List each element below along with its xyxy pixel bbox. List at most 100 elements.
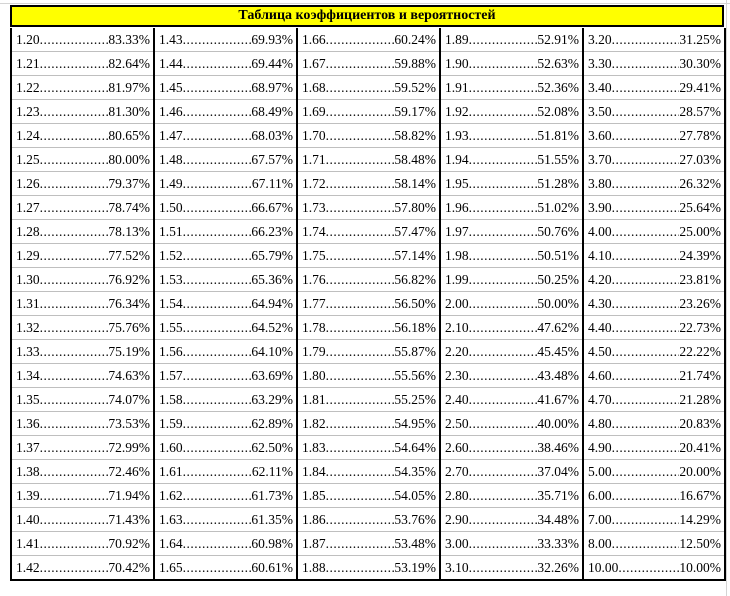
table-cell[interactable]: 1.65 60.61% <box>153 555 298 582</box>
table-cell[interactable]: 4.90 20.41% <box>582 435 726 461</box>
table-cell[interactable]: 1.29 77.52% <box>10 243 155 269</box>
table-cell[interactable]: 1.83 54.64% <box>296 435 441 461</box>
table-cell[interactable]: 1.69 59.17% <box>296 99 441 125</box>
table-cell[interactable]: 4.60 21.74% <box>582 363 726 389</box>
table-cell[interactable]: 1.54 64.94% <box>153 291 298 317</box>
table-cell[interactable]: 1.70 58.82% <box>296 123 441 149</box>
table-cell[interactable]: 1.58 63.29% <box>153 387 298 413</box>
table-cell[interactable]: 1.73 57.80% <box>296 195 441 221</box>
table-cell[interactable]: 1.47 68.03% <box>153 123 298 149</box>
table-cell[interactable]: 1.48 67.57% <box>153 147 298 173</box>
table-cell[interactable]: 2.90 34.48% <box>439 507 584 533</box>
table-cell[interactable]: 6.00 16.67% <box>582 483 726 509</box>
table-cell[interactable]: 1.45 68.97% <box>153 75 298 101</box>
table-cell[interactable]: 7.00 14.29% <box>582 507 726 533</box>
table-cell[interactable]: 4.20 23.81% <box>582 267 726 293</box>
table-cell[interactable]: 1.37 72.99% <box>10 435 155 461</box>
table-cell[interactable]: 1.89 52.91% <box>439 28 584 53</box>
table-cell[interactable]: 8.00 12.50% <box>582 531 726 557</box>
table-cell[interactable]: 1.24 80.65% <box>10 123 155 149</box>
table-cell[interactable]: 1.77 56.50% <box>296 291 441 317</box>
table-cell[interactable]: 2.20 45.45% <box>439 339 584 365</box>
table-cell[interactable]: 4.00 25.00% <box>582 219 726 245</box>
table-cell[interactable]: 1.71 58.48% <box>296 147 441 173</box>
table-cell[interactable]: 1.43 69.93% <box>153 28 298 53</box>
table-cell[interactable]: 2.50 40.00% <box>439 411 584 437</box>
table-cell[interactable]: 1.21 82.64% <box>10 51 155 77</box>
table-cell[interactable]: 2.30 43.48% <box>439 363 584 389</box>
table-cell[interactable]: 1.36 73.53% <box>10 411 155 437</box>
table-cell[interactable]: 1.60 62.50% <box>153 435 298 461</box>
table-cell[interactable]: 1.66 60.24% <box>296 28 441 53</box>
table-cell[interactable]: 10.00 10.00% <box>582 555 726 582</box>
table-cell[interactable]: 1.57 63.69% <box>153 363 298 389</box>
table-cell[interactable]: 1.84 54.35% <box>296 459 441 485</box>
table-cell[interactable]: 1.81 55.25% <box>296 387 441 413</box>
table-cell[interactable]: 3.20 31.25% <box>582 28 726 53</box>
table-cell[interactable]: 1.49 67.11% <box>153 171 298 197</box>
table-cell[interactable]: 1.86 53.76% <box>296 507 441 533</box>
table-cell[interactable]: 1.51 66.23% <box>153 219 298 245</box>
table-cell[interactable]: 1.97 50.76% <box>439 219 584 245</box>
table-cell[interactable]: 1.30 76.92% <box>10 267 155 293</box>
table-cell[interactable]: 1.82 54.95% <box>296 411 441 437</box>
table-cell[interactable]: 1.93 51.81% <box>439 123 584 149</box>
table-cell[interactable]: 1.28 78.13% <box>10 219 155 245</box>
table-cell[interactable]: 1.53 65.36% <box>153 267 298 293</box>
table-cell[interactable]: 1.56 64.10% <box>153 339 298 365</box>
table-cell[interactable]: 1.85 54.05% <box>296 483 441 509</box>
table-cell[interactable]: 3.50 28.57% <box>582 99 726 125</box>
table-cell[interactable]: 1.40 71.43% <box>10 507 155 533</box>
table-cell[interactable]: 3.00 33.33% <box>439 531 584 557</box>
table-cell[interactable]: 2.40 41.67% <box>439 387 584 413</box>
table-cell[interactable]: 1.22 81.97% <box>10 75 155 101</box>
table-cell[interactable]: 2.00 50.00% <box>439 291 584 317</box>
table-cell[interactable]: 4.80 20.83% <box>582 411 726 437</box>
table-cell[interactable]: 1.99 50.25% <box>439 267 584 293</box>
table-cell[interactable]: 1.94 51.55% <box>439 147 584 173</box>
table-cell[interactable]: 1.59 62.89% <box>153 411 298 437</box>
table-cell[interactable]: 3.10 32.26% <box>439 555 584 582</box>
table-cell[interactable]: 4.50 22.22% <box>582 339 726 365</box>
table-cell[interactable]: 1.34 74.63% <box>10 363 155 389</box>
table-cell[interactable]: 4.70 21.28% <box>582 387 726 413</box>
table-cell[interactable]: 1.68 59.52% <box>296 75 441 101</box>
table-cell[interactable]: 1.88 53.19% <box>296 555 441 582</box>
table-cell[interactable]: 4.30 23.26% <box>582 291 726 317</box>
table-cell[interactable]: 1.76 56.82% <box>296 267 441 293</box>
table-cell[interactable]: 1.95 51.28% <box>439 171 584 197</box>
table-cell[interactable]: 1.98 50.51% <box>439 243 584 269</box>
table-cell[interactable]: 2.70 37.04% <box>439 459 584 485</box>
table-cell[interactable]: 4.10 24.39% <box>582 243 726 269</box>
table-cell[interactable]: 1.38 72.46% <box>10 459 155 485</box>
table-cell[interactable]: 5.00 20.00% <box>582 459 726 485</box>
table-cell[interactable]: 1.62 61.73% <box>153 483 298 509</box>
table-cell[interactable]: 1.63 61.35% <box>153 507 298 533</box>
table-cell[interactable]: 1.32 75.76% <box>10 315 155 341</box>
table-cell[interactable]: 2.80 35.71% <box>439 483 584 509</box>
table-cell[interactable]: 1.39 71.94% <box>10 483 155 509</box>
table-cell[interactable]: 3.70 27.03% <box>582 147 726 173</box>
table-cell[interactable]: 1.80 55.56% <box>296 363 441 389</box>
table-cell[interactable]: 1.50 66.67% <box>153 195 298 221</box>
table-cell[interactable]: 1.67 59.88% <box>296 51 441 77</box>
table-cell[interactable]: 1.55 64.52% <box>153 315 298 341</box>
table-cell[interactable]: 1.92 52.08% <box>439 99 584 125</box>
table-cell[interactable]: 1.78 56.18% <box>296 315 441 341</box>
table-cell[interactable]: 1.75 57.14% <box>296 243 441 269</box>
table-cell[interactable]: 1.52 65.79% <box>153 243 298 269</box>
table-cell[interactable]: 1.27 78.74% <box>10 195 155 221</box>
table-cell[interactable]: 1.42 70.42% <box>10 555 155 582</box>
table-cell[interactable]: 1.90 52.63% <box>439 51 584 77</box>
table-cell[interactable]: 1.26 79.37% <box>10 171 155 197</box>
table-cell[interactable]: 1.79 55.87% <box>296 339 441 365</box>
table-cell[interactable]: 1.61 62.11% <box>153 459 298 485</box>
table-cell[interactable]: 1.31 76.34% <box>10 291 155 317</box>
table-cell[interactable]: 3.40 29.41% <box>582 75 726 101</box>
table-cell[interactable]: 1.23 81.30% <box>10 99 155 125</box>
table-title[interactable]: Таблица коэффициентов и вероятностей <box>10 5 724 27</box>
table-cell[interactable]: 1.33 75.19% <box>10 339 155 365</box>
table-cell[interactable]: 1.87 53.48% <box>296 531 441 557</box>
table-cell[interactable]: 1.25 80.00% <box>10 147 155 173</box>
table-cell[interactable]: 1.96 51.02% <box>439 195 584 221</box>
